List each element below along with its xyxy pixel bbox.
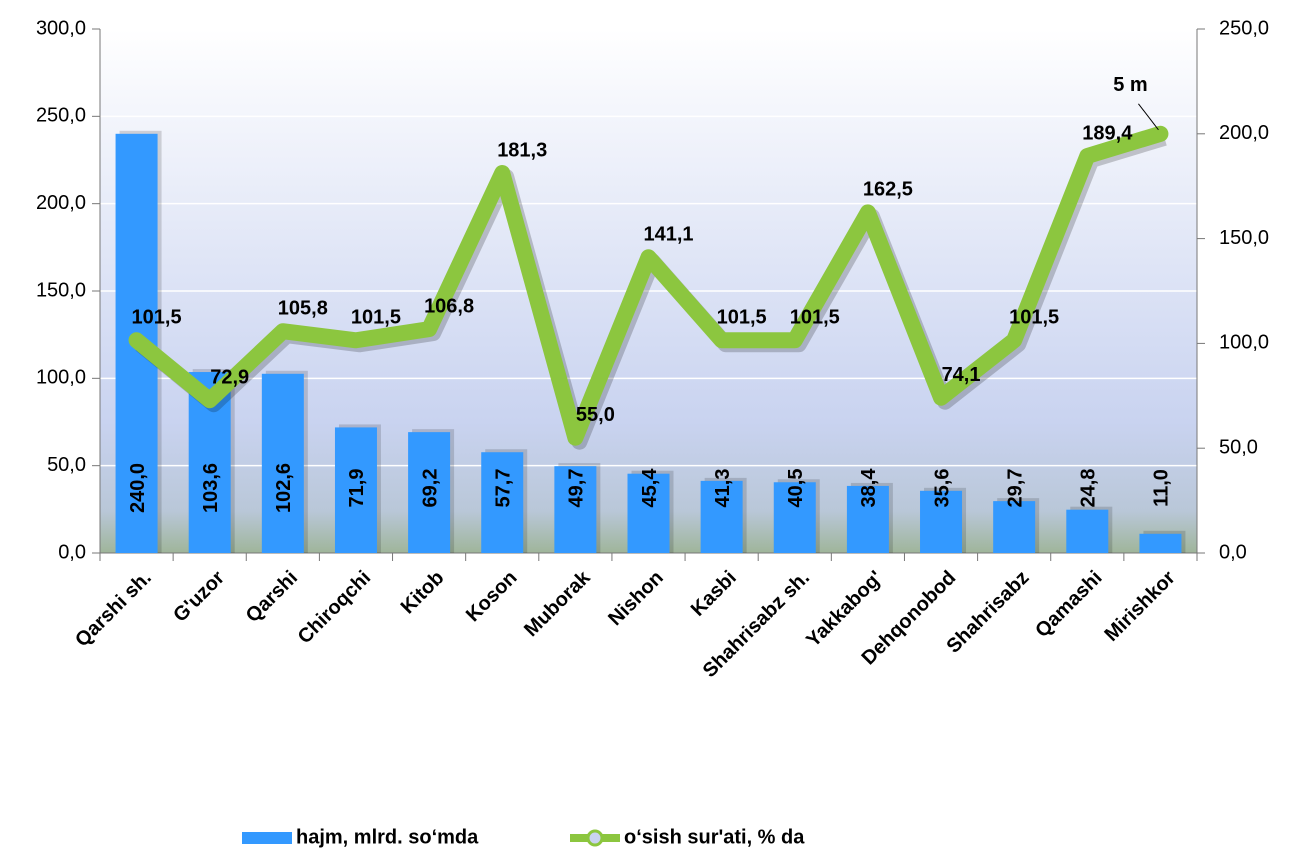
line-value-label: 55,0 <box>576 404 615 426</box>
y2-tick-label: 100,0 <box>1219 332 1269 354</box>
line-value-label: 106,8 <box>424 295 474 317</box>
x-tick-label: Qarshi sh. <box>71 567 156 652</box>
bar-value-label: 38,4 <box>858 468 880 508</box>
line-value-label: 101,5 <box>132 307 182 329</box>
x-tick-label: Qarshi <box>242 567 302 627</box>
legend-label: hajm, mlrd. so‘mda <box>296 826 479 848</box>
x-tick-label: Kasbi <box>687 567 741 621</box>
bar <box>773 482 816 553</box>
bar <box>627 473 670 553</box>
y-tick-label: 200,0 <box>36 192 86 214</box>
bar <box>993 501 1036 553</box>
x-tick-label: Nishon <box>604 567 667 630</box>
y-tick-label: 250,0 <box>36 105 86 127</box>
bar <box>700 480 743 553</box>
x-tick-label: G'uzor <box>169 567 229 627</box>
annotation: 5 m <box>1113 74 1147 96</box>
y2-tick-label: 200,0 <box>1219 122 1269 144</box>
line <box>128 125 1169 446</box>
bar-value-label: 57,7 <box>493 469 515 508</box>
bar <box>261 373 304 553</box>
y2-tick-label: 50,0 <box>1219 436 1258 458</box>
line-value-label: 181,3 <box>497 139 547 161</box>
bar-value-label: 40,5 <box>785 469 807 508</box>
bar-value-label: 29,7 <box>1004 469 1026 508</box>
legend-marker <box>586 829 604 847</box>
bar-value-label: 103,6 <box>200 463 222 513</box>
line-value-label: 72,9 <box>210 366 249 388</box>
x-tick-label: Muborak <box>520 566 595 641</box>
x-tick-label: Chiroqchi <box>294 567 376 649</box>
bar <box>846 485 889 553</box>
x-tick-label: Mirishkor <box>1100 567 1179 646</box>
y-tick-label: 150,0 <box>36 279 86 301</box>
bar <box>334 427 377 553</box>
bar <box>481 452 524 553</box>
y-tick-label: 300,0 <box>36 17 86 39</box>
line-value-label: 101,5 <box>717 307 767 329</box>
line-value-label: 141,1 <box>643 224 693 246</box>
y2-tick-label: 250,0 <box>1219 17 1269 39</box>
y-tick-label: 100,0 <box>36 367 86 389</box>
y-tick-label: 0,0 <box>58 541 86 563</box>
line-value-label: 105,8 <box>278 298 328 320</box>
bar <box>1139 533 1182 553</box>
bar-value-label: 69,2 <box>419 469 441 508</box>
y2-tick-label: 150,0 <box>1219 227 1269 249</box>
bar-value-label: 240,0 <box>127 463 149 513</box>
bar-value-label: 41,3 <box>712 469 734 508</box>
bar <box>554 466 597 553</box>
legend-swatch <box>242 832 292 844</box>
legend-label: o‘sish sur'ati, % da <box>624 826 805 848</box>
bar-value-label: 102,6 <box>273 463 295 513</box>
x-tick-label: Kitob <box>397 567 449 619</box>
y-tick-label: 50,0 <box>47 454 86 476</box>
line-value-label: 101,5 <box>351 307 401 329</box>
annotation-leader <box>1138 103 1159 131</box>
x-tick-label: Koson <box>462 567 522 627</box>
bar <box>920 490 963 553</box>
x-tick-label: Qamashi <box>1031 567 1106 642</box>
bar-value-label: 71,9 <box>346 469 368 508</box>
bar <box>1066 509 1109 553</box>
bar-value-label: 45,4 <box>639 468 661 508</box>
line-value-label: 189,4 <box>1082 122 1133 144</box>
line-value-label: 101,5 <box>790 307 840 329</box>
bar-value-label: 35,6 <box>931 469 953 508</box>
bar-value-label: 49,7 <box>566 469 588 508</box>
bar <box>408 432 451 553</box>
bar-value-label: 11,0 <box>1151 469 1173 507</box>
line-value-label: 162,5 <box>863 179 913 201</box>
bar-value-label: 24,8 <box>1078 469 1100 508</box>
y2-tick-label: 0,0 <box>1219 541 1247 563</box>
line-value-label: 74,1 <box>942 364 981 386</box>
line-value-label: 101,5 <box>1009 307 1059 329</box>
